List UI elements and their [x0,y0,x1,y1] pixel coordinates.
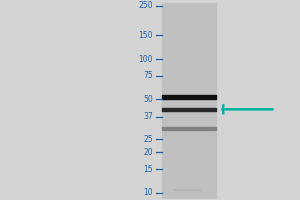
Text: 20: 20 [143,148,153,157]
Text: 37: 37 [143,112,153,121]
Bar [162,3,216,199]
Text: 15: 15 [143,165,153,174]
Text: 75: 75 [143,71,153,80]
Bar [162,95,216,99]
Bar [162,108,216,111]
Bar [162,127,216,130]
Text: 100: 100 [139,55,153,64]
Text: 50: 50 [143,95,153,104]
Bar [173,189,200,190]
Text: 25: 25 [143,135,153,144]
Text: 150: 150 [139,31,153,40]
Text: 250: 250 [139,1,153,10]
Text: 10: 10 [143,188,153,197]
